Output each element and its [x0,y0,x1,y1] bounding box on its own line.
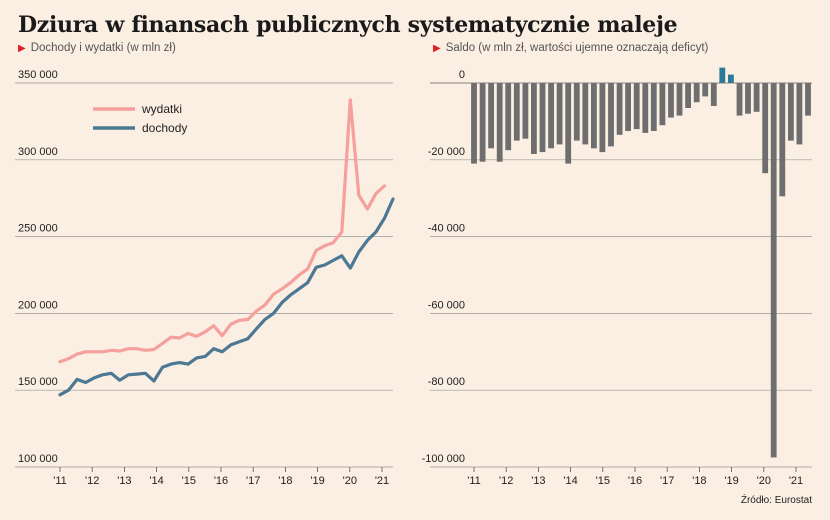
x-tick-label: '12 [85,475,99,487]
bar [762,83,769,174]
triangle-marker-icon: ▶ [18,43,26,54]
bar [633,83,640,130]
x-tick-label: '11 [467,475,481,487]
series-line-dochody [58,197,395,397]
y-tick-label: 300 000 [18,146,58,158]
x-tick-label: '12 [499,475,513,487]
x-tick-label: '17 [246,475,260,487]
bar [788,83,794,141]
bar [796,83,803,145]
bar [702,83,709,97]
y-tick-label: 100 000 [18,453,58,465]
x-tick-label: '16 [214,475,228,487]
source-note: Źródło: Eurostat [740,495,812,506]
right-chart-subtitle-text: Saldo (w mln zł, wartości ujemne oznacza… [445,42,709,54]
bar [565,83,572,164]
x-tick-label: '13 [117,475,131,487]
bar [693,83,700,103]
bar [573,83,580,141]
x-tick-label: '18 [692,475,706,487]
y-tick-label: 250 000 [18,223,58,235]
x-tick-label: '15 [182,475,196,487]
x-tick-label: '21 [375,475,389,487]
x-tick-label: '14 [149,475,163,487]
bar [745,83,751,114]
x-tick-label: '15 [596,475,610,487]
bar [505,83,512,151]
bar [479,83,486,162]
y-tick-label: -20 000 [428,146,465,158]
bar [676,83,683,116]
x-tick-label: '18 [278,475,292,487]
bar [488,83,494,149]
bar [608,83,614,147]
bar [625,83,631,131]
bar [710,83,717,106]
right-chart-subtitle: ▶ Saldo (w mln zł, wartości ujemne oznacz… [433,42,708,54]
bar [770,83,777,458]
y-tick-label: 200 000 [18,299,58,311]
x-tick-label: '17 [660,475,674,487]
legend-label-dochody: dochody [142,121,187,135]
bar [522,83,529,139]
left-chart-subtitle-text: Dochody i wydatki (w mln zł) [30,42,176,54]
series-line-wydatki [58,98,387,364]
bar [599,83,606,153]
triangle-marker-icon: ▶ [433,43,441,54]
bar [736,83,743,116]
x-tick-label: '19 [724,475,738,487]
y-tick-label: 350 000 [18,69,58,81]
bar [719,67,726,83]
left-chart-subtitle: ▶ Dochody i wydatki (w mln zł) [18,42,176,54]
y-tick-label: 0 [459,69,465,81]
bar [779,83,786,197]
chart-title: Dziura w finansach publicznych systematy… [18,12,678,38]
bar [805,83,811,116]
bar [531,83,537,154]
bar [513,83,520,141]
y-tick-label: -100 000 [422,453,465,465]
x-tick-label: '13 [531,475,545,487]
x-tick-label: '14 [563,475,577,487]
bar [616,83,623,135]
bar [659,83,666,126]
y-tick-label: -60 000 [428,299,465,311]
bar [471,83,477,164]
bar [753,83,760,112]
bar [685,83,691,108]
bar [668,83,674,118]
y-tick-label: 150 000 [18,376,58,388]
bar [591,83,597,149]
x-tick-label: '11 [53,475,67,487]
y-tick-label: -80 000 [428,376,465,388]
bar [642,83,649,133]
x-tick-label: '20 [757,475,771,487]
bar [556,83,563,145]
legend-label-wydatki: wydatki [141,102,182,116]
bar [539,83,546,153]
bar [582,83,589,145]
x-tick-label: '16 [628,475,642,487]
bar [496,83,503,162]
bar [650,83,657,131]
x-tick-label: '20 [343,475,357,487]
x-tick-label: '21 [789,475,803,487]
bar [728,74,734,83]
bar [548,83,554,149]
x-tick-label: '19 [310,475,324,487]
y-tick-label: -40 000 [428,223,465,235]
